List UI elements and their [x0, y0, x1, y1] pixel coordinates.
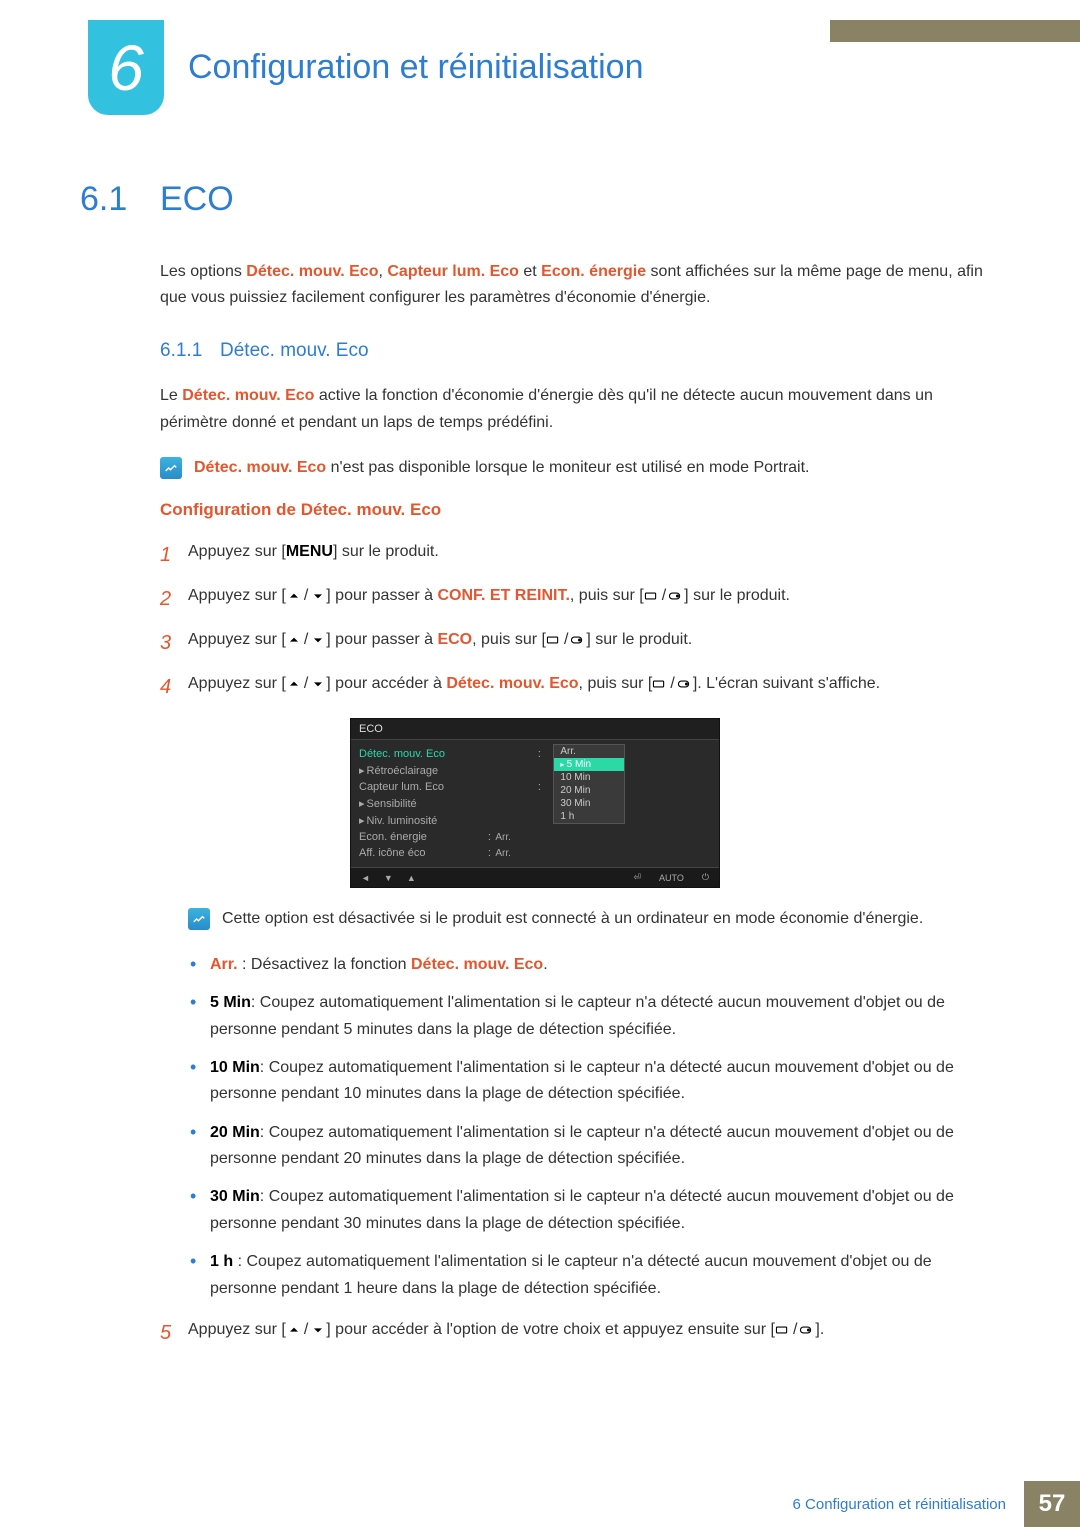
- configuration-heading: Configuration de Détec. mouv. Eco: [160, 500, 990, 520]
- step-text: Appuyez sur [/] pour accéder à Détec. mo…: [188, 670, 990, 704]
- bullet-10min: • 10 Min: Coupez automatiquement l'alime…: [190, 1055, 990, 1108]
- page-content: 6.1ECO Les options Détec. mouv. Eco, Cap…: [80, 180, 990, 1360]
- footer-chapter-label: 6 Configuration et réinitialisation: [0, 1481, 1024, 1527]
- note-text: Cette option est désactivée si le produi…: [222, 906, 990, 932]
- osd-dropdown: Arr. 5 Min 10 Min 20 Min 30 Min 1 h: [553, 740, 719, 867]
- up-down-icon: /: [286, 626, 326, 653]
- bullet-icon: •: [190, 952, 210, 978]
- section-number: 6.1: [80, 180, 160, 219]
- term-econ-energie: Econ. énergie: [541, 263, 646, 280]
- down-icon: ▼: [384, 873, 393, 883]
- manual-page: 6 Configuration et réinitialisation 6.1E…: [0, 0, 1080, 1527]
- note-connected-computer: Cette option est désactivée si le produi…: [188, 906, 990, 932]
- top-accent-bar: [830, 20, 1080, 42]
- note-icon: [188, 908, 210, 930]
- term-detec-mouv-eco: Détec. mouv. Eco: [246, 263, 378, 280]
- bullet-icon: •: [190, 1184, 210, 1237]
- osd-body: Détec. mouv. Eco: ▸Rétroéclairage Capteu…: [351, 740, 719, 867]
- subsection-title: Détec. mouv. Eco: [220, 340, 369, 361]
- options-list: • Arr. : Désactivez la fonction Détec. m…: [190, 952, 990, 1302]
- step-number: 2: [160, 582, 188, 616]
- enter-icon: ⏎: [633, 872, 641, 883]
- section-heading: 6.1ECO: [80, 180, 990, 219]
- source-enter-icon: /: [652, 670, 692, 697]
- chapter-number: 6: [108, 31, 144, 105]
- bullet-icon: •: [190, 1120, 210, 1173]
- osd-option-5min: 5 Min: [554, 758, 624, 771]
- osd-item-aff-icone: Aff. icône éco: [359, 847, 483, 859]
- bullet-1h: • 1 h : Coupez automatiquement l'aliment…: [190, 1249, 990, 1302]
- osd-nav-bar: ◄ ▼ ▲ ⏎ AUTO ⏻: [351, 867, 719, 887]
- up-down-icon: /: [286, 1316, 326, 1343]
- osd-item-detec-mouv: Détec. mouv. Eco: [359, 748, 533, 760]
- bullet-5min: • 5 Min: Coupez automatiquement l'alimen…: [190, 990, 990, 1043]
- up-down-icon: /: [286, 582, 326, 609]
- osd-option-20min: 20 Min: [554, 784, 624, 797]
- source-enter-icon: /: [546, 626, 586, 653]
- bullet-icon: •: [190, 1249, 210, 1302]
- intro-paragraph: Les options Détec. mouv. Eco, Capteur lu…: [160, 259, 990, 310]
- step-number: 3: [160, 626, 188, 660]
- back-icon: ◄: [361, 873, 370, 883]
- note-portrait-mode: Détec. mouv. Eco n'est pas disponible lo…: [160, 455, 990, 481]
- step-text: Appuyez sur [MENU] sur le produit.: [188, 538, 990, 572]
- osd-nav-right: ⏎ AUTO ⏻: [633, 872, 709, 883]
- step-text: Appuyez sur [/] pour accéder à l'option …: [188, 1316, 990, 1350]
- osd-option-10min: 10 Min: [554, 771, 624, 784]
- source-enter-icon: /: [775, 1316, 815, 1343]
- footer-page-number: 57: [1024, 1481, 1080, 1527]
- bullet-icon: •: [190, 990, 210, 1043]
- bullet-30min: • 30 Min: Coupez automatiquement l'alime…: [190, 1184, 990, 1237]
- chapter-title: Configuration et réinitialisation: [188, 48, 643, 87]
- step-number: 4: [160, 670, 188, 704]
- osd-nav-left: ◄ ▼ ▲: [361, 873, 416, 883]
- page-footer: 6 Configuration et réinitialisation 57: [0, 1481, 1080, 1527]
- subsection-number: 6.1.1: [160, 340, 220, 362]
- step-2: 2 Appuyez sur [/] pour passer à CONF. ET…: [160, 582, 990, 616]
- bullet-20min: • 20 Min: Coupez automatiquement l'alime…: [190, 1120, 990, 1173]
- note-text: Détec. mouv. Eco n'est pas disponible lo…: [194, 455, 990, 481]
- power-icon: ⏻: [702, 872, 709, 883]
- section-title: ECO: [160, 180, 234, 218]
- up-down-icon: /: [286, 670, 326, 697]
- step-number: 5: [160, 1316, 188, 1350]
- osd-item-capteur-lum: Capteur lum. Eco: [359, 781, 533, 793]
- source-enter-icon: /: [644, 582, 684, 609]
- step-number: 1: [160, 538, 188, 572]
- bullet-arr: • Arr. : Désactivez la fonction Détec. m…: [190, 952, 990, 978]
- osd-option-30min: 30 Min: [554, 797, 624, 810]
- osd-item-niv-luminosite: ▸Niv. luminosité: [359, 814, 545, 827]
- step-4: 4 Appuyez sur [/] pour accéder à Détec. …: [160, 670, 990, 704]
- step-5: 5 Appuyez sur [/] pour accéder à l'optio…: [160, 1316, 990, 1350]
- step-1: 1 Appuyez sur [MENU] sur le produit.: [160, 538, 990, 572]
- step-text: Appuyez sur [/] pour passer à ECO, puis …: [188, 626, 990, 660]
- chapter-number-badge: 6: [88, 20, 164, 115]
- osd-title: ECO: [351, 719, 719, 740]
- osd-menu-screenshot: ECO Détec. mouv. Eco: ▸Rétroéclairage Ca…: [350, 718, 720, 888]
- bullet-icon: •: [190, 1055, 210, 1108]
- osd-menu-items: Détec. mouv. Eco: ▸Rétroéclairage Capteu…: [351, 740, 553, 867]
- step-3: 3 Appuyez sur [/] pour passer à ECO, pui…: [160, 626, 990, 660]
- step-text: Appuyez sur [/] pour passer à CONF. ET R…: [188, 582, 990, 616]
- up-icon: ▲: [407, 873, 416, 883]
- auto-label: AUTO: [659, 873, 684, 883]
- note-icon: [160, 457, 182, 479]
- osd-item-econ-energie: Econ. énergie: [359, 831, 483, 843]
- term-capteur-lum-eco: Capteur lum. Eco: [387, 263, 519, 280]
- subsection-intro: Le Détec. mouv. Eco active la fonction d…: [160, 382, 990, 436]
- subsection-heading: 6.1.1Détec. mouv. Eco: [160, 340, 990, 362]
- osd-popup-options: Arr. 5 Min 10 Min 20 Min 30 Min 1 h: [553, 744, 625, 824]
- osd-item-sensibilite: ▸Sensibilité: [359, 797, 545, 810]
- osd-option-1h: 1 h: [554, 810, 624, 823]
- osd-option-arr: Arr.: [554, 745, 624, 758]
- osd-item-retroeclairage: ▸Rétroéclairage: [359, 764, 545, 777]
